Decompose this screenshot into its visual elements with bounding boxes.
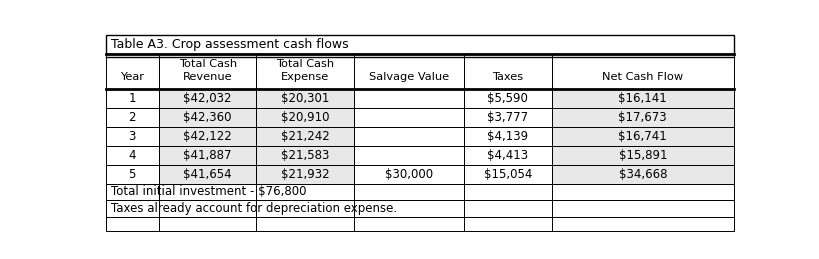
Bar bbox=[354, 165, 464, 184]
Text: $15,891: $15,891 bbox=[618, 149, 667, 162]
Bar bbox=[464, 165, 552, 184]
Bar bbox=[106, 54, 159, 89]
Bar bbox=[552, 127, 734, 146]
Text: $30,000: $30,000 bbox=[385, 168, 432, 181]
Bar bbox=[354, 54, 464, 89]
Text: Taxes: Taxes bbox=[492, 72, 523, 82]
Text: $17,673: $17,673 bbox=[618, 111, 667, 124]
Bar bbox=[159, 127, 256, 146]
Text: 5: 5 bbox=[129, 168, 136, 181]
Bar bbox=[464, 127, 552, 146]
Bar bbox=[106, 165, 159, 184]
Bar bbox=[106, 217, 734, 231]
Text: Total initial investment - $76,800: Total initial investment - $76,800 bbox=[111, 185, 306, 198]
Bar bbox=[106, 108, 159, 127]
Bar bbox=[159, 54, 256, 89]
Bar bbox=[552, 54, 734, 89]
Text: $21,583: $21,583 bbox=[281, 149, 329, 162]
Bar bbox=[552, 165, 734, 184]
Bar bbox=[159, 165, 256, 184]
Text: 1: 1 bbox=[129, 92, 136, 105]
Bar bbox=[256, 89, 354, 108]
Text: $21,932: $21,932 bbox=[281, 168, 329, 181]
Text: $4,413: $4,413 bbox=[487, 149, 528, 162]
Bar bbox=[159, 89, 256, 108]
Text: $42,360: $42,360 bbox=[183, 111, 232, 124]
Bar bbox=[464, 108, 552, 127]
Text: $20,301: $20,301 bbox=[281, 92, 329, 105]
Text: $15,054: $15,054 bbox=[483, 168, 532, 181]
Bar bbox=[256, 127, 354, 146]
Text: Net Cash Flow: Net Cash Flow bbox=[602, 72, 683, 82]
Text: $16,741: $16,741 bbox=[618, 130, 667, 143]
Text: $16,141: $16,141 bbox=[618, 92, 667, 105]
Bar bbox=[159, 108, 256, 127]
Bar bbox=[106, 184, 734, 200]
Text: 3: 3 bbox=[129, 130, 136, 143]
Text: 2: 2 bbox=[129, 111, 136, 124]
Text: Year: Year bbox=[120, 72, 144, 82]
Bar bbox=[464, 89, 552, 108]
Text: Table A3. Crop assessment cash flows: Table A3. Crop assessment cash flows bbox=[111, 38, 348, 51]
Bar bbox=[464, 54, 552, 89]
Bar bbox=[256, 108, 354, 127]
Text: 4: 4 bbox=[129, 149, 136, 162]
Text: $42,032: $42,032 bbox=[183, 92, 232, 105]
Bar bbox=[256, 54, 354, 89]
Text: $34,668: $34,668 bbox=[618, 168, 667, 181]
Bar bbox=[354, 108, 464, 127]
Bar bbox=[552, 89, 734, 108]
Bar bbox=[354, 127, 464, 146]
Bar bbox=[464, 146, 552, 165]
Text: $4,139: $4,139 bbox=[487, 130, 528, 143]
Text: $41,887: $41,887 bbox=[183, 149, 232, 162]
Text: Total Cash: Total Cash bbox=[276, 59, 334, 69]
Bar bbox=[354, 89, 464, 108]
Text: $21,242: $21,242 bbox=[281, 130, 329, 143]
Bar bbox=[106, 127, 159, 146]
Text: Salvage Value: Salvage Value bbox=[369, 72, 449, 82]
Bar bbox=[256, 146, 354, 165]
Bar bbox=[106, 146, 159, 165]
Text: Expense: Expense bbox=[281, 72, 329, 82]
Bar bbox=[159, 146, 256, 165]
Bar bbox=[106, 89, 159, 108]
Text: Total Cash: Total Cash bbox=[179, 59, 237, 69]
Bar bbox=[256, 165, 354, 184]
Bar bbox=[106, 200, 734, 217]
Text: $42,122: $42,122 bbox=[183, 130, 232, 143]
Text: $3,777: $3,777 bbox=[487, 111, 528, 124]
Text: $5,590: $5,590 bbox=[487, 92, 528, 105]
Text: $20,910: $20,910 bbox=[281, 111, 329, 124]
Bar bbox=[552, 108, 734, 127]
Bar bbox=[106, 35, 734, 54]
Text: Revenue: Revenue bbox=[183, 72, 233, 82]
Bar bbox=[552, 146, 734, 165]
Bar bbox=[354, 146, 464, 165]
Text: $41,654: $41,654 bbox=[183, 168, 232, 181]
Text: Taxes already account for depreciation expense.: Taxes already account for depreciation e… bbox=[111, 202, 396, 215]
